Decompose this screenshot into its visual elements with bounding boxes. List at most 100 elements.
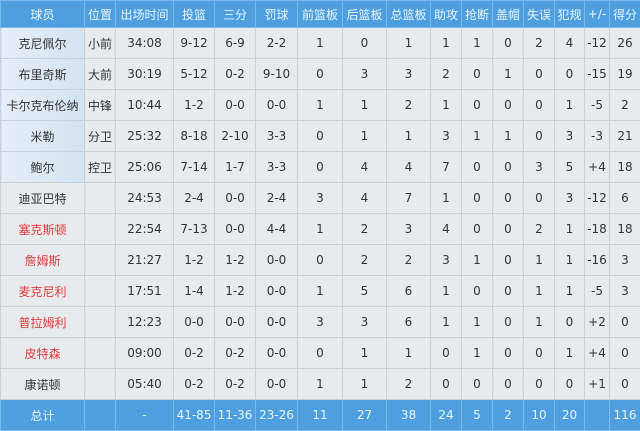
stat-cell-后篮板: 0 [343, 28, 387, 59]
stat-cell-犯规: 1 [555, 245, 585, 276]
column-header[interactable]: +/- [585, 1, 610, 28]
stat-cell-盖帽: 0 [493, 183, 524, 214]
column-header[interactable]: 出场时间 [116, 1, 174, 28]
stat-cell-总篮板: 2 [387, 90, 431, 121]
player-name: 克尼佩尔 [1, 28, 85, 59]
column-header[interactable]: 球员 [1, 1, 85, 28]
stat-cell-后篮板: 1 [343, 369, 387, 400]
stat-cell-出场时间: 21:27 [116, 245, 174, 276]
stat-cell-盖帽: 0 [493, 214, 524, 245]
stat-cell-三分: 0-0 [215, 90, 256, 121]
stat-cell-犯规: 1 [555, 338, 585, 369]
stat-cell-罚球: 9-10 [256, 59, 298, 90]
stat-cell-后篮板: 3 [343, 59, 387, 90]
stat-cell-+/-: -12 [585, 183, 610, 214]
column-header[interactable]: 位置 [85, 1, 116, 28]
stat-cell-盖帽: 0 [493, 28, 524, 59]
player-position [85, 276, 116, 307]
stat-cell-犯规: 5 [555, 152, 585, 183]
stat-cell-得分: 26 [610, 28, 640, 59]
column-header[interactable]: 助攻 [431, 1, 462, 28]
stat-cell-助攻: 7 [431, 152, 462, 183]
total-cell-前篮板: 11 [298, 400, 343, 431]
player-position: 控卫 [85, 152, 116, 183]
stat-cell-得分: 18 [610, 214, 640, 245]
player-name: 塞克斯顿 [1, 214, 85, 245]
totals-position [85, 400, 116, 431]
stat-cell-盖帽: 0 [493, 307, 524, 338]
column-header[interactable]: 前篮板 [298, 1, 343, 28]
stat-cell-总篮板: 2 [387, 369, 431, 400]
stat-cell-抢断: 0 [462, 214, 493, 245]
stat-cell-前篮板: 0 [298, 338, 343, 369]
column-header[interactable]: 抢断 [462, 1, 493, 28]
player-position: 大前 [85, 59, 116, 90]
stat-cell-总篮板: 6 [387, 276, 431, 307]
stat-cell-得分: 2 [610, 90, 640, 121]
column-header[interactable]: 得分 [610, 1, 640, 28]
stat-cell-三分: 1-2 [215, 276, 256, 307]
stat-cell-出场时间: 22:54 [116, 214, 174, 245]
stat-cell-罚球: 0-0 [256, 338, 298, 369]
total-cell-罚球: 23-26 [256, 400, 298, 431]
player-position [85, 245, 116, 276]
stat-cell-失误: 2 [524, 28, 555, 59]
stat-cell-投篮: 5-12 [174, 59, 215, 90]
stat-cell-罚球: 0-0 [256, 369, 298, 400]
stat-cell-盖帽: 0 [493, 152, 524, 183]
stat-cell-抢断: 1 [462, 28, 493, 59]
stat-cell-抢断: 0 [462, 152, 493, 183]
stat-cell-失误: 1 [524, 307, 555, 338]
stat-cell-抢断: 0 [462, 276, 493, 307]
stat-cell-三分: 0-0 [215, 183, 256, 214]
stat-cell-助攻: 3 [431, 245, 462, 276]
stat-cell-失误: 3 [524, 152, 555, 183]
stat-cell-失误: 1 [524, 276, 555, 307]
stat-cell-失误: 0 [524, 183, 555, 214]
player-position [85, 369, 116, 400]
player-name: 皮特森 [1, 338, 85, 369]
player-name: 迪亚巴特 [1, 183, 85, 214]
stat-cell-+/-: -15 [585, 59, 610, 90]
stat-cell-前篮板: 0 [298, 121, 343, 152]
stat-cell-后篮板: 5 [343, 276, 387, 307]
stat-cell-总篮板: 3 [387, 59, 431, 90]
stat-cell-投篮: 1-2 [174, 245, 215, 276]
column-header[interactable]: 罚球 [256, 1, 298, 28]
stat-cell-前篮板: 1 [298, 28, 343, 59]
stat-cell-+/-: -5 [585, 90, 610, 121]
stat-cell-犯规: 1 [555, 90, 585, 121]
stat-cell-助攻: 2 [431, 59, 462, 90]
player-position [85, 307, 116, 338]
stat-cell-助攻: 1 [431, 307, 462, 338]
player-position [85, 214, 116, 245]
stat-cell-罚球: 0-0 [256, 90, 298, 121]
column-header[interactable]: 投篮 [174, 1, 215, 28]
stat-cell-后篮板: 1 [343, 338, 387, 369]
column-header[interactable]: 失误 [524, 1, 555, 28]
stat-cell-三分: 1-2 [215, 245, 256, 276]
stat-cell-失误: 0 [524, 121, 555, 152]
stat-cell-三分: 1-7 [215, 152, 256, 183]
column-header[interactable]: 三分 [215, 1, 256, 28]
stat-cell-投篮: 0-2 [174, 369, 215, 400]
column-header[interactable]: 盖帽 [493, 1, 524, 28]
column-header[interactable]: 犯规 [555, 1, 585, 28]
stat-cell-投篮: 0-2 [174, 338, 215, 369]
stat-cell-出场时间: 09:00 [116, 338, 174, 369]
stat-cell-总篮板: 1 [387, 28, 431, 59]
stat-cell-盖帽: 1 [493, 59, 524, 90]
stat-cell-罚球: 2-4 [256, 183, 298, 214]
stat-cell-得分: 3 [610, 276, 640, 307]
column-header[interactable]: 总篮板 [387, 1, 431, 28]
column-header[interactable]: 后篮板 [343, 1, 387, 28]
total-cell-失误: 10 [524, 400, 555, 431]
